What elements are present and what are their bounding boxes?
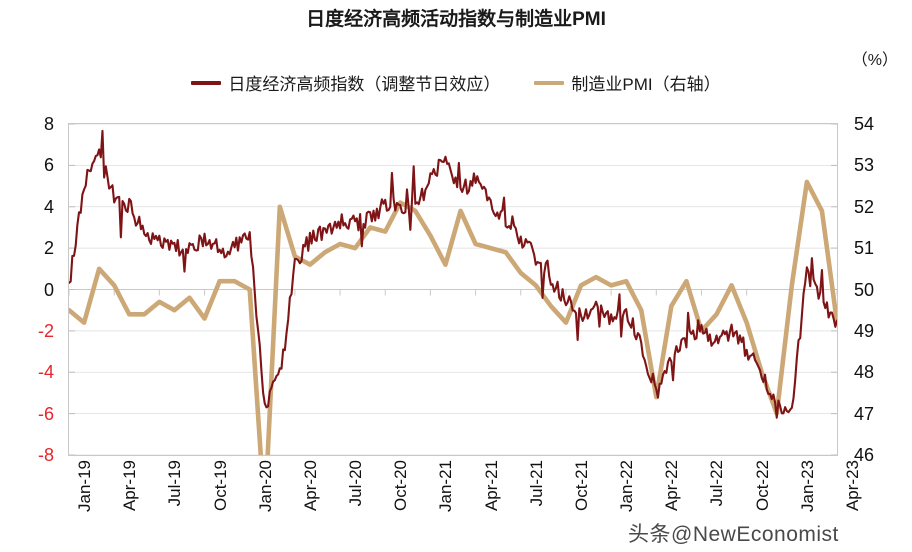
right-axis-tick-label: 52 — [854, 196, 875, 217]
x-axis-tick-label: Apr-22 — [662, 460, 682, 512]
left-axis: 8 6 4 2 0 -2 -4 -6 -8 — [0, 115, 62, 464]
right-axis-tick-label: 46 — [854, 445, 875, 465]
x-axis-tick-label: Jul-19 — [165, 460, 185, 507]
x-axis-tick-label: Oct-22 — [752, 460, 772, 512]
left-axis-tick-label: -6 — [37, 403, 54, 424]
left-axis-tick-label: 8 — [43, 114, 54, 134]
x-axis-tick-label: Jul-21 — [526, 460, 546, 507]
chart-legend: 日度经济高频指数（调整节日效应） 制造业PMI（右轴） — [0, 70, 912, 95]
watermark: 头条@NewEconomist — [628, 523, 839, 546]
series-line-pmi — [69, 179, 837, 455]
left-axis-tick-label: 4 — [43, 196, 54, 217]
legend-item[interactable]: 日度经济高频指数（调整节日效应） — [191, 70, 500, 95]
legend-item[interactable]: 制造业PMI（右轴） — [534, 70, 721, 95]
left-axis-tick-label: -8 — [37, 445, 54, 465]
x-axis-tick-label: Jan-19 — [75, 460, 94, 512]
legend-label: 日度经济高频指数（调整节日效应） — [228, 75, 501, 94]
left-axis-tick-label: -4 — [37, 362, 54, 383]
left-axis-tick-label: 2 — [43, 238, 54, 259]
x-axis-tick-label: Oct-19 — [210, 460, 230, 512]
legend-swatch-icon — [534, 80, 565, 85]
right-axis-tick-label: 47 — [854, 403, 875, 424]
x-axis-tick-label: Oct-21 — [571, 460, 591, 512]
right-axis-tick-label: 49 — [854, 320, 875, 341]
x-axis-tick-label: Apr-21 — [481, 460, 501, 512]
right-axis-unit-label: （%） — [851, 52, 898, 69]
left-axis-tick-label: -2 — [37, 320, 54, 341]
x-axis-tick-label: Jan-22 — [617, 460, 637, 512]
left-axis-tick-label: 6 — [43, 155, 54, 176]
right-axis-tick-label: 48 — [854, 362, 875, 383]
right-axis-tick-label: 51 — [854, 238, 875, 259]
x-axis-tick-label: Jul-20 — [346, 460, 366, 507]
plot-area — [68, 123, 838, 456]
x-axis-tick-label: Jan-21 — [436, 460, 456, 512]
left-axis-tick-label: 0 — [43, 279, 54, 300]
plot-svg — [69, 124, 837, 455]
right-axis-tick-label: 53 — [854, 155, 875, 176]
x-axis-tick-label: Apr-19 — [120, 460, 140, 512]
x-axis-tick-label: Jul-22 — [707, 460, 727, 507]
x-axis-tick-label: Jan-23 — [797, 460, 817, 512]
legend-label: 制造业PMI（右轴） — [571, 75, 721, 94]
series-line-hf-index — [69, 129, 837, 419]
x-axis-tick-label: Apr-20 — [300, 460, 320, 512]
right-axis-tick-label: 50 — [854, 279, 875, 300]
right-axis: 54 53 52 51 50 49 48 47 46 — [846, 115, 906, 464]
x-axis-tick-label: Jan-20 — [255, 460, 275, 512]
legend-swatch-icon — [191, 80, 222, 85]
right-axis-tick-label: 54 — [854, 114, 875, 134]
x-axis-tick-label: Oct-20 — [391, 460, 411, 512]
chart-title: 日度经济高频活动指数与制造业PMI — [306, 9, 606, 30]
x-axis-tick-label: Apr-23 — [843, 460, 862, 512]
